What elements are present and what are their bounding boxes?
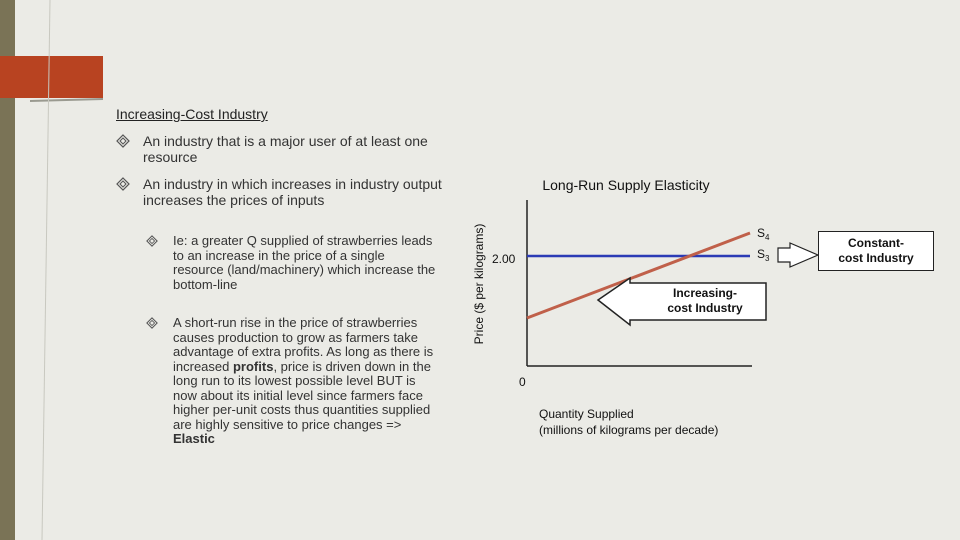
s4-label: S4 [757,226,770,242]
constant-cost-pointer [777,242,820,268]
s4-supply-curve [526,231,751,320]
bullet-text: An industry in which increases in indust… [143,176,442,208]
sub-bullet-text: A short-run rise in the price of strawbe… [146,315,436,447]
constant-callout-line1: Constant- [848,236,904,250]
s3-label: S3 [757,247,770,263]
constant-cost-callout: Constant- cost Industry [818,231,934,271]
bullet-major-user: An industry that is a major user of at l… [116,133,436,165]
increasing-cost-arrow-callout [596,276,767,327]
text-part: A short-run rise in the price of strawbe… [173,315,434,374]
arrow-callout-line1: Increasing- [673,286,737,300]
diamond-bullet-icon [146,235,158,247]
slide-heading: Increasing-Cost Industry [116,106,268,122]
bold-elastic: Elastic [173,431,215,446]
sub-bullet-text: Ie: a greater Q supplied of strawberries… [173,233,436,292]
y-axis-label: Price ($ per kilograms) [472,224,486,345]
left-sidebar-bar [0,0,15,540]
x-axis-label-line1: Quantity Supplied [539,407,634,421]
diagram-title: Long-Run Supply Elasticity [542,177,709,193]
price-tick-label: 2.00 [492,252,516,266]
origin-label: 0 [519,375,526,389]
arrow-callout-line2: cost Industry [667,301,743,315]
sub-bullet-example: Ie: a greater Q supplied of strawberries… [146,233,436,292]
bullet-input-prices: An industry in which increases in indust… [116,176,446,208]
diamond-bullet-icon [116,177,130,191]
diamond-bullet-icon [116,134,130,148]
accent-bar [0,56,103,98]
s3-subscript: 3 [765,254,770,263]
text-part: , price is driven down in the long run t… [173,358,431,432]
s3-letter: S [757,247,765,261]
x-axis-label-line2: (millions of kilograms per decade) [539,423,718,437]
constant-callout-line2: cost Industry [838,251,914,265]
diamond-bullet-icon [146,317,158,329]
s4-letter: S [757,226,765,240]
bold-profits: profits [232,358,274,374]
bullet-text: An industry that is a major user of at l… [143,133,428,165]
sub-bullet-short-run: A short-run rise in the price of strawbe… [146,315,436,447]
s4-subscript: 4 [765,233,770,242]
